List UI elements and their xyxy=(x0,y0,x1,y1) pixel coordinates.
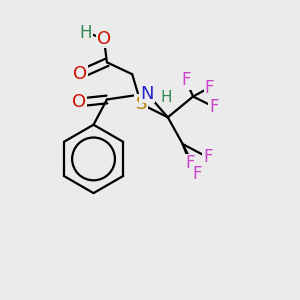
Text: O: O xyxy=(72,93,86,111)
Text: H: H xyxy=(80,24,92,42)
Text: F: F xyxy=(185,154,195,172)
Text: H: H xyxy=(160,91,172,106)
Text: O: O xyxy=(73,65,87,83)
Text: F: F xyxy=(205,79,214,97)
Text: F: F xyxy=(181,71,190,89)
Text: F: F xyxy=(193,165,202,183)
Text: F: F xyxy=(203,148,213,166)
Text: F: F xyxy=(209,98,219,116)
Text: S: S xyxy=(135,95,147,113)
Text: N: N xyxy=(140,85,154,103)
Text: O: O xyxy=(97,29,111,47)
